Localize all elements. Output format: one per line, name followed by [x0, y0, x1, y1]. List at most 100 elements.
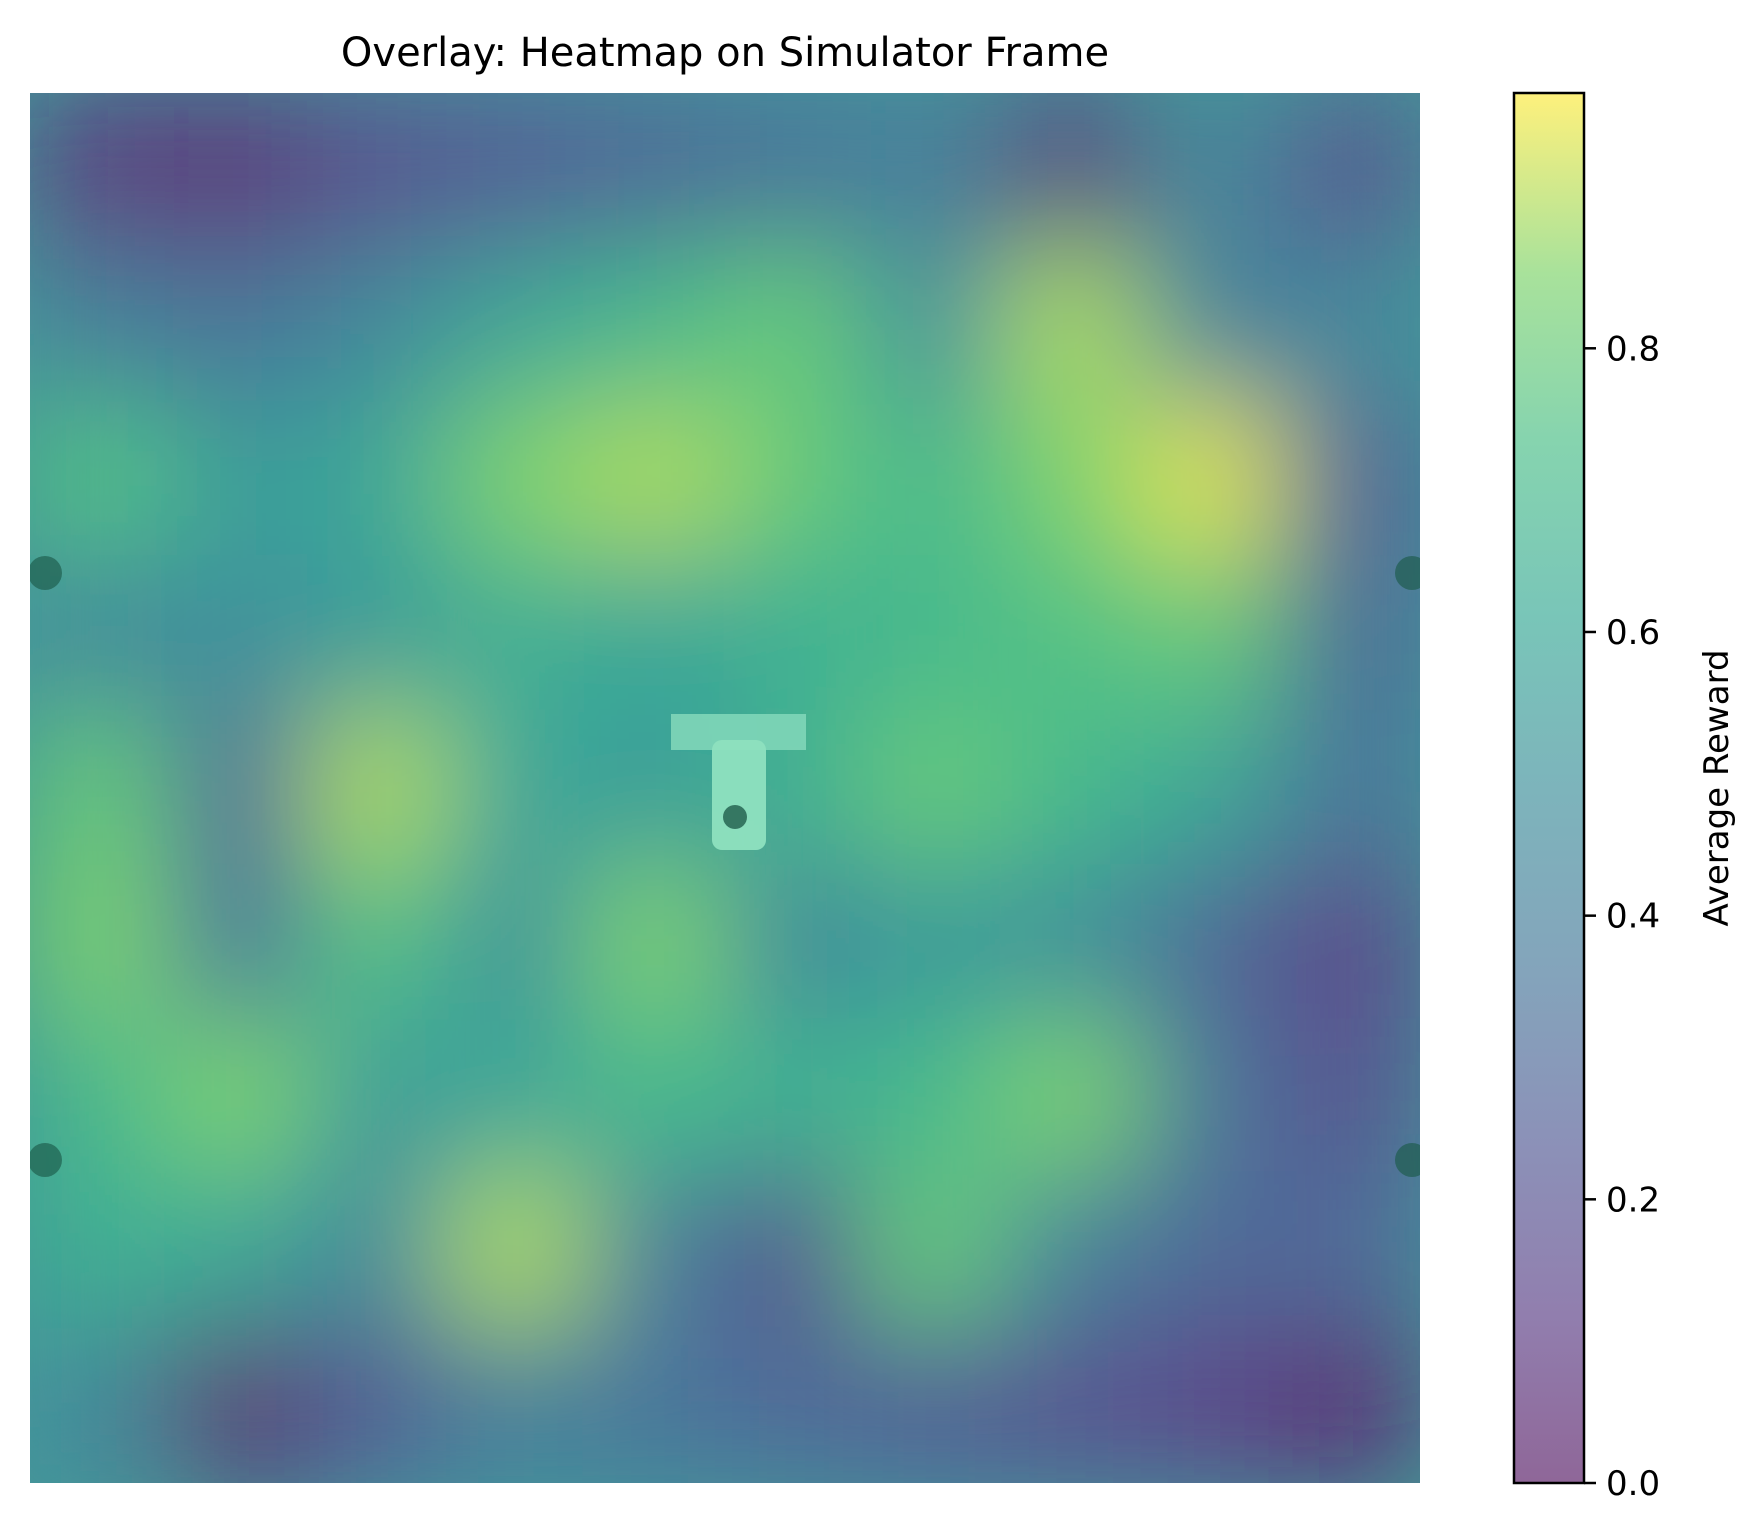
- heatmap-cell: [446, 864, 587, 1021]
- heatmap-cell: [446, 709, 587, 867]
- heatmap-cell: [585, 93, 726, 249]
- heatmap-cell: [724, 864, 865, 1021]
- heatmap-cell: [1002, 1173, 1143, 1330]
- colorbar-label: Average Reward: [1697, 649, 1737, 926]
- colorbar: 0.0 0.2 0.4 0.6 0.8 Average Reward: [1512, 91, 1737, 1504]
- heatmap-cell: [1141, 400, 1282, 558]
- heatmap-cell: [1141, 864, 1282, 1021]
- heatmap-cell: [168, 555, 309, 712]
- heatmap-cell: [168, 93, 309, 249]
- heatmap-cell: [1002, 1327, 1143, 1483]
- heatmap-cell: [585, 1173, 726, 1330]
- colorbar-outline: [1512, 91, 1586, 1485]
- heatmap-cell: [446, 1173, 587, 1330]
- heatmap-cell: [863, 400, 1004, 558]
- heatmap-cell: [1141, 1327, 1282, 1483]
- heatmap-cell: [1141, 93, 1282, 249]
- heatmap-cell: [724, 246, 865, 403]
- heatmap-cell: [307, 555, 448, 712]
- heatmap-cell: [1002, 864, 1143, 1021]
- heatmap-cell: [307, 93, 448, 249]
- heatmap-cell: [863, 246, 1004, 403]
- heatmap-cell: [446, 246, 587, 403]
- heatmap-cell: [446, 555, 587, 712]
- simulator-frame: [30, 556, 1420, 1177]
- heatmap-cell: [446, 1327, 587, 1483]
- heatmap-cell: [585, 555, 726, 712]
- frame-marker-left-upper: [30, 556, 62, 590]
- heatmap-cell: [168, 864, 309, 1021]
- heatmap-layer: [30, 93, 1420, 1483]
- heatmap-cell: [307, 1327, 448, 1483]
- heatmap-cell: [168, 400, 309, 558]
- heatmap-cell: [1002, 400, 1143, 558]
- heatmap-cell: [1002, 555, 1143, 712]
- heatmap-cell: [1141, 1018, 1282, 1176]
- frame-marker-right-upper: [1395, 556, 1420, 590]
- heatmap-cell: [1280, 246, 1420, 403]
- heatmap-cell: [863, 1327, 1004, 1483]
- heatmap-cell: [30, 1173, 170, 1330]
- heatmap-cell: [863, 709, 1004, 867]
- heatmap-cell: [168, 1018, 309, 1176]
- t-block-marker: [723, 805, 747, 829]
- colorbar-tick-label: 0.6: [1606, 613, 1660, 653]
- heatmap-cell: [1280, 400, 1420, 558]
- heatmap-cell: [1280, 1173, 1420, 1330]
- heatmap-cell: [585, 400, 726, 558]
- heatmap-cell: [1280, 1018, 1420, 1176]
- heatmap-cell: [30, 709, 170, 867]
- chart-title: Overlay: Heatmap on Simulator Frame: [341, 30, 1109, 76]
- heatmap-cell: [863, 555, 1004, 712]
- heatmap-cell: [446, 1018, 587, 1176]
- heatmap-cell: [724, 93, 865, 249]
- heatmap-cell: [1002, 93, 1143, 249]
- heatmap-cell: [585, 1018, 726, 1176]
- heatmap-cell: [307, 400, 448, 558]
- colorbar-ticks: 0.0 0.2 0.4 0.6 0.8: [1584, 329, 1660, 1504]
- heatmap-cell: [446, 400, 587, 558]
- heatmap-cell: [168, 1173, 309, 1330]
- heatmap-cell: [863, 864, 1004, 1021]
- frame-marker-left-lower: [30, 1143, 62, 1177]
- heatmap-cell: [1280, 555, 1420, 712]
- heatmap-cell: [307, 864, 448, 1021]
- heatmap-cell: [30, 246, 170, 403]
- heatmap-cell: [1141, 555, 1282, 712]
- heatmap-cell: [30, 864, 170, 1021]
- heatmap-cell: [863, 93, 1004, 249]
- heatmap-cell: [1141, 709, 1282, 867]
- heatmap-cell: [863, 1018, 1004, 1176]
- heatmap-cell: [307, 709, 448, 867]
- heatmap-cell: [168, 246, 309, 403]
- heatmap-cell: [307, 246, 448, 403]
- heatmap-cell: [168, 1327, 309, 1483]
- frame-marker-right-lower: [1395, 1143, 1420, 1177]
- heatmap-cell: [30, 1327, 170, 1483]
- heatmap-cell: [1280, 1327, 1420, 1483]
- colorbar-tick-label: 0.4: [1606, 897, 1660, 937]
- heatmap-cell: [30, 400, 170, 558]
- heatmap-cell: [724, 400, 865, 558]
- t-block-stem: [712, 740, 766, 850]
- heatmap-cell: [1002, 246, 1143, 403]
- heatmap-cell: [168, 709, 309, 867]
- heatmap-cell: [1280, 864, 1420, 1021]
- heatmap-cell: [1141, 1173, 1282, 1330]
- heatmap-cell: [30, 93, 170, 249]
- heatmap-cell: [724, 1018, 865, 1176]
- heatmap-cell: [863, 1173, 1004, 1330]
- heatmap-cell: [307, 1018, 448, 1176]
- heatmap-cell: [1002, 1018, 1143, 1176]
- heatmap-cell: [724, 1173, 865, 1330]
- colorbar-tick-label: 0.2: [1606, 1180, 1660, 1220]
- heatmap-cell: [585, 1327, 726, 1483]
- heatmap-cell: [1141, 246, 1282, 403]
- heatmap-cell: [724, 555, 865, 712]
- colorbar-tick-label: 0.8: [1606, 329, 1660, 369]
- plot-area: [30, 93, 1420, 1483]
- colorbar-gradient: [1514, 93, 1584, 1483]
- heatmap-cell: [1002, 709, 1143, 867]
- heatmap-cell: [585, 246, 726, 403]
